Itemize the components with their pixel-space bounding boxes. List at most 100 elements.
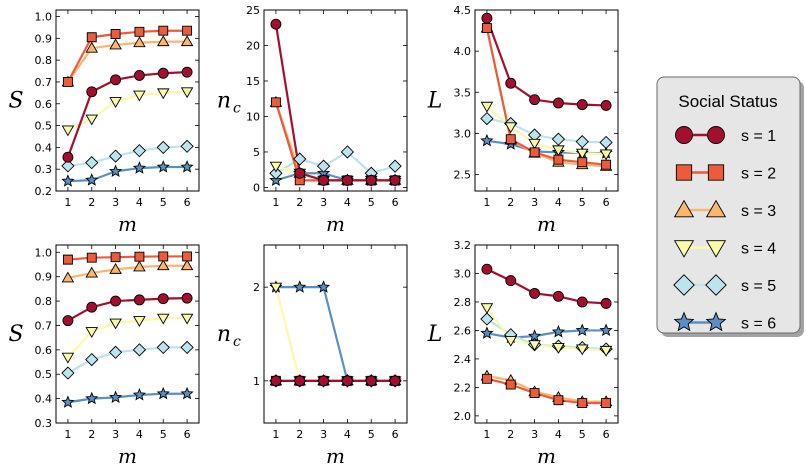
y-tick-label: 0.7 [35, 76, 53, 89]
axes-frame [263, 244, 408, 424]
legend-marker-triangle-down [673, 240, 695, 258]
data-point-s2 [86, 32, 97, 43]
y-tick-label: 0.5 [35, 120, 53, 133]
data-point-s6 [132, 161, 147, 174]
data-point-s4 [528, 340, 541, 352]
x-tick-label: 4 [344, 196, 351, 209]
data-point-s2 [134, 26, 145, 37]
y-axis-label: L [427, 322, 443, 347]
data-point-s4 [480, 303, 494, 315]
data-point-s1 [365, 375, 377, 387]
data-point-s1 [270, 375, 282, 387]
panel-bottom-S: 0.3 0.4 0.5 0.6 0.7 0.8 0.9 1.0 1 2 3 4 5 6 m S [8, 244, 200, 468]
data-point-s3 [85, 41, 99, 53]
data-point-s4 [575, 148, 589, 160]
legend-entry: s = 6 [673, 311, 776, 333]
y-tick-label: 2.2 [454, 381, 472, 394]
x-axis-label: m [118, 444, 137, 468]
data-point-s1 [270, 18, 282, 30]
data-point-s1 [157, 67, 169, 79]
legend-label: s = 5 [741, 278, 776, 295]
x-tick-label: 3 [531, 196, 538, 209]
series-line-4 [67, 90, 188, 131]
y-tick-label: 0.4 [35, 393, 53, 406]
x-tick-label: 6 [603, 196, 610, 209]
x-tick-label: 3 [531, 428, 538, 441]
data-point-s1 [576, 296, 588, 308]
data-point-s1 [389, 375, 401, 387]
data-point-s4 [180, 87, 194, 99]
data-point-s5 [599, 135, 613, 150]
data-point-s4 [156, 88, 170, 100]
axes-frame [55, 244, 200, 424]
data-point-s1 [133, 294, 145, 306]
data-point-s1 [318, 174, 330, 186]
data-point-s6 [156, 386, 170, 400]
data-point-s1 [341, 174, 353, 186]
data-point-s1 [529, 94, 541, 106]
data-point-s5 [388, 159, 402, 173]
data-point-s1 [62, 151, 74, 163]
data-point-s1 [86, 301, 98, 313]
data-point-s5 [480, 111, 494, 126]
y-tick-label: 4.0 [454, 45, 472, 58]
data-point-s5 [85, 352, 99, 367]
y-tick-label: 3.0 [454, 127, 472, 140]
data-point-s3 [61, 271, 75, 283]
data-point-s6 [61, 174, 75, 187]
x-tick-label: 2 [507, 196, 514, 209]
axes-frame [474, 9, 619, 192]
x-tick-label: 3 [320, 428, 327, 441]
data-point-s5 [340, 145, 355, 159]
x-tick-label: 4 [136, 196, 143, 209]
data-point-s1 [86, 86, 98, 98]
data-point-s4 [180, 313, 194, 325]
y-tick-label: 0.8 [35, 54, 53, 67]
data-point-s1 [110, 74, 122, 86]
x-tick-label: 5 [368, 428, 375, 441]
x-tick-label: 1 [272, 428, 279, 441]
x-tick-label: 5 [160, 428, 167, 441]
y-axis-label: n [217, 89, 231, 114]
y-tick-label: 2.8 [454, 296, 472, 309]
data-point-s5 [316, 159, 331, 173]
data-point-s5 [85, 156, 99, 170]
data-point-s5 [269, 166, 283, 180]
data-point-s2 [86, 252, 97, 263]
panel-bottom-L: 2.0 2.2 2.4 2.6 2.8 3.0 3.2 1 2 3 4 5 6 m L [427, 239, 619, 468]
data-point-s2 [134, 251, 145, 262]
data-point-s2 [553, 154, 564, 165]
x-tick-label: 3 [112, 428, 119, 441]
x-tick-label: 2 [296, 196, 303, 209]
data-point-s6 [85, 173, 99, 186]
data-point-s5 [480, 312, 494, 326]
data-point-s1 [505, 77, 517, 89]
y-tick-label: 20 [246, 39, 260, 52]
data-point-s6 [180, 160, 194, 173]
data-point-s4 [61, 125, 75, 137]
y-tick-label: 0.3 [35, 163, 53, 176]
data-point-s2 [601, 159, 612, 170]
x-tick-label: 4 [136, 428, 143, 441]
y-axis-label-subscript: c [233, 101, 241, 117]
y-tick-label: 5 [253, 146, 260, 159]
data-point-s1 [600, 297, 612, 309]
data-point-s2 [182, 251, 193, 262]
y-tick-label: 0.6 [35, 98, 53, 111]
legend-entry: s = 4 [673, 240, 776, 258]
legend-marker-circle [675, 126, 693, 144]
y-tick-label: 2.5 [454, 169, 472, 182]
x-tick-label: 6 [392, 196, 399, 209]
x-tick-label: 2 [88, 196, 95, 209]
axes-frame [263, 9, 408, 192]
data-point-s1 [157, 293, 169, 305]
data-point-s6 [575, 323, 589, 337]
y-tick-label: 4.5 [454, 4, 472, 17]
x-tick-label: 3 [320, 196, 327, 209]
data-point-s4 [61, 352, 75, 364]
y-tick-label: 2.6 [454, 324, 472, 337]
legend-entry: s = 5 [673, 274, 776, 296]
x-axis-label: m [537, 212, 556, 236]
legend-label: s = 3 [741, 203, 776, 220]
